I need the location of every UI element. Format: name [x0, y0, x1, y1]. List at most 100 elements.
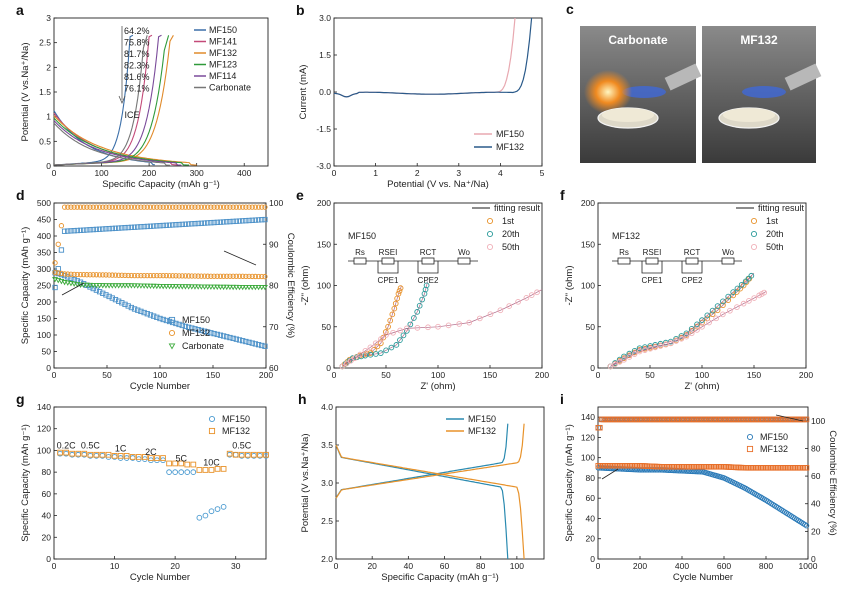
legend-label: MF150 — [760, 432, 788, 442]
x-tick-label: 50 — [102, 370, 112, 380]
capacity-point-Carbonate — [150, 283, 157, 290]
y-tick-label: 3.0 — [321, 478, 333, 488]
capacity-point-MF132 — [773, 465, 780, 471]
ice-value: 82.3% — [124, 61, 150, 71]
capacity-point-Carbonate — [226, 284, 233, 291]
ce-point-MF132 — [224, 204, 230, 210]
capacity-point-MF150 — [224, 334, 230, 340]
capacity-point-MF132 — [803, 465, 810, 471]
x-tick-label: 200 — [633, 561, 647, 571]
capacity-point-MF150 — [182, 323, 189, 330]
capacity-point-MF132 — [763, 465, 769, 471]
capacity-point-MF150 — [198, 327, 204, 334]
capacity-point-MF150 — [620, 466, 627, 472]
capacity-point-MF150 — [624, 466, 630, 472]
capacity-point-MF132 — [68, 271, 74, 277]
capacity-point-Carbonate — [214, 284, 221, 290]
rate-point-MF150 — [220, 504, 227, 510]
panel-label: h — [298, 391, 307, 407]
x-tick-label: 800 — [759, 561, 773, 571]
lsv-curve-MF132 — [333, 17, 533, 98]
impedance-point-50th — [523, 295, 530, 301]
ce-point-MF150 — [179, 221, 185, 228]
impedance-point-50th — [397, 327, 403, 334]
legend-label: MF132 — [222, 426, 250, 436]
x-tick-label: 200 — [535, 370, 549, 380]
impedance-point-50th — [435, 323, 441, 330]
ce-point-MF150 — [96, 226, 103, 232]
ce-point-MF132 — [71, 204, 77, 210]
y-tick-label: 0.5 — [39, 136, 51, 146]
capacity-point-MF132 — [770, 465, 776, 471]
capacity-point-Carbonate — [236, 284, 243, 291]
impedance-point-20th — [642, 344, 648, 350]
y-tick-label: 500 — [37, 198, 51, 208]
ce-point-MF132 — [119, 204, 125, 210]
rate-label: 0.5C — [81, 440, 101, 450]
capacity-point-MF132 — [793, 465, 800, 471]
ce-point-MF132 — [173, 204, 179, 210]
impedance-point-20th — [626, 350, 633, 357]
capacity-point-Carbonate — [83, 282, 90, 289]
capacity-point-MF132 — [702, 464, 709, 470]
capacity-point-MF132 — [781, 465, 788, 471]
capacity-point-MF132 — [262, 273, 268, 280]
capacity-point-MF132 — [243, 273, 249, 279]
equivalent-circuit: Rs RSEI RCT Wo CPE1 CPE2 — [348, 248, 478, 285]
y-axis-label: Specific Capacity (mAh g⁻¹) — [20, 227, 31, 344]
rate-point-MF150 — [202, 512, 209, 519]
ce-point-MF132 — [176, 204, 182, 210]
x-tick-label: 80 — [476, 561, 486, 571]
capacity-point-MF132 — [125, 272, 131, 279]
ce-point-MF132 — [84, 204, 90, 210]
impedance-point-50th — [515, 298, 521, 305]
capacity-point-MF132 — [198, 273, 204, 279]
capacity-point-MF132 — [154, 272, 160, 279]
ce-point-MF150 — [220, 219, 227, 225]
x-tick-label: 400 — [675, 561, 689, 571]
ce-point-MF150 — [141, 223, 147, 230]
impedance-point-20th — [725, 293, 732, 300]
capacity-point-MF132 — [728, 464, 734, 470]
capacity-point-MF132 — [249, 273, 255, 280]
rate-point-MF150 — [208, 508, 215, 515]
ce-point-MF150 — [211, 219, 217, 226]
y-tick-label: 80 — [586, 473, 596, 483]
cpe-branch — [417, 261, 439, 274]
ce-point-MF132 — [185, 204, 192, 210]
ce-point-MF150 — [52, 284, 58, 291]
capacity-point-MF132 — [55, 270, 61, 276]
capacity-point-Carbonate — [64, 280, 71, 286]
capacity-point-Carbonate — [61, 279, 68, 286]
capacity-point-MF150 — [131, 306, 138, 312]
rate-label: 10C — [203, 458, 220, 468]
capacity-point-MF132 — [753, 465, 759, 471]
capacity-point-MF132 — [128, 272, 135, 279]
x-axis-label: Z' (ohm) — [420, 381, 455, 392]
capacity-point-Carbonate — [90, 282, 97, 289]
ce-point-MF150 — [198, 220, 204, 226]
capacity-point-MF132 — [788, 465, 795, 471]
rate-point-MF132 — [63, 449, 69, 456]
capacity-point-MF132 — [195, 273, 201, 279]
capacity-point-MF132 — [709, 464, 716, 470]
x-axis-label: Cycle Number — [130, 572, 190, 583]
x-tick-label: 0 — [332, 168, 337, 178]
y-tick-label: 20 — [586, 534, 596, 544]
capacity-point-MF132 — [718, 464, 724, 470]
capacity-point-MF132 — [701, 464, 707, 470]
impedance-point-20th — [393, 342, 400, 348]
impedance-point-1st — [389, 311, 396, 318]
capacity-point-MF150 — [659, 467, 665, 473]
ce-point-MF132 — [147, 204, 154, 210]
discharge-curve-MF123 — [53, 117, 190, 166]
fit-curve-1st — [610, 275, 753, 367]
capacity-point-MF150 — [233, 336, 239, 342]
capacity-point-MF150 — [208, 330, 214, 336]
capacity-point-MF132 — [689, 464, 696, 470]
discharge-curve-MF132 — [53, 115, 197, 166]
legend-label: 1st — [502, 216, 515, 226]
capacity-point-MF132 — [743, 465, 749, 471]
y-tick-label: 3.5 — [321, 440, 333, 450]
y-tick-label: 0 — [46, 161, 51, 171]
